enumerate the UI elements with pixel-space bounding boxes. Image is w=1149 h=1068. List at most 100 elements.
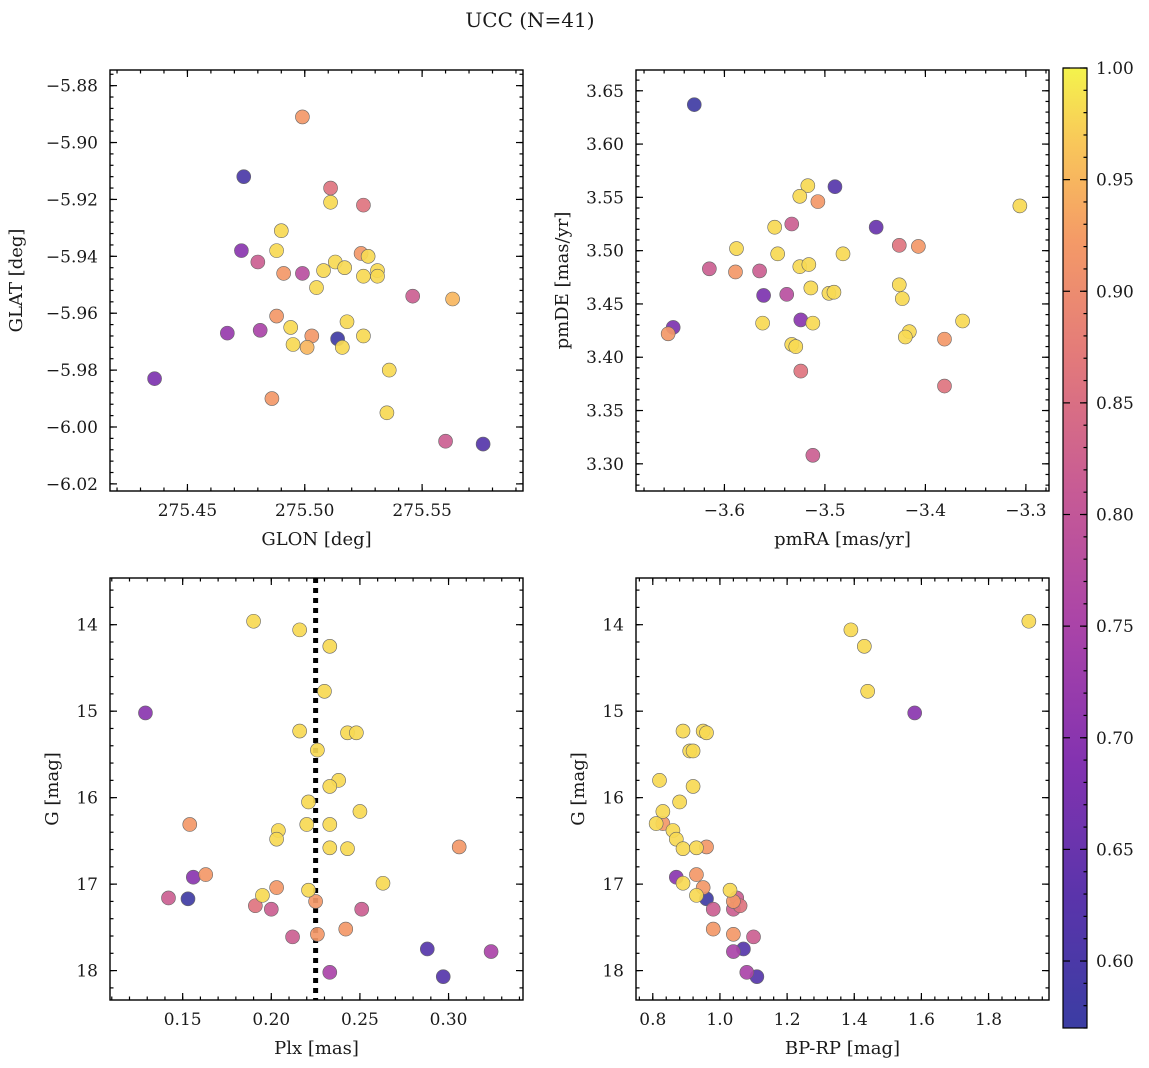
- y-axis-label: GLAT [deg]: [6, 229, 27, 333]
- scatter-point: [801, 257, 817, 272]
- scatter-point: [252, 322, 268, 338]
- figure-title: UCC (N=41): [465, 8, 594, 32]
- x-tick-label: 275.50: [275, 501, 334, 521]
- scatter-point: [340, 841, 355, 856]
- panel-glon-glat: 275.45 275.50 275.55 −6.02 −6.00 −5.98 −5.96 −5…: [6, 69, 524, 550]
- scatter-point: [335, 340, 350, 355]
- scatter-point: [310, 742, 325, 758]
- y-tick-label: 3.60: [586, 135, 624, 155]
- scatter-point: [147, 371, 162, 386]
- scatter-point: [475, 436, 491, 452]
- scatter-point: [689, 888, 704, 903]
- x-tick-label: 1.2: [774, 1010, 801, 1030]
- scatter-point: [672, 794, 687, 810]
- y-tick-label: 3.40: [586, 348, 624, 368]
- scatter-point: [779, 287, 795, 302]
- scatter-point: [705, 901, 721, 917]
- scatter-point: [728, 264, 743, 280]
- y-tick-label: −6.02: [46, 475, 98, 495]
- y-tick-label: 14: [76, 616, 98, 636]
- scatter-point: [907, 705, 922, 721]
- scatter-point: [1021, 613, 1037, 629]
- scatter-point: [726, 926, 741, 942]
- scatter-point: [767, 219, 782, 235]
- scatter-point: [803, 280, 819, 296]
- scatter-point: [793, 363, 809, 379]
- scatter-point: [381, 362, 397, 378]
- scatter-point: [250, 254, 266, 270]
- x-tick-label: −3.6: [704, 501, 745, 521]
- scatter-point: [269, 880, 284, 895]
- scatter-point: [805, 315, 821, 331]
- scatter-point: [483, 944, 499, 959]
- y-tick-label: 16: [602, 789, 624, 809]
- colorbar-tick-label: 0.80: [1096, 506, 1134, 526]
- x-tick-label: 0.8: [639, 1010, 666, 1030]
- scatter-point: [1012, 198, 1028, 214]
- colorbar-tick-label: 0.75: [1096, 617, 1134, 637]
- y-tick-label: 3.50: [586, 242, 624, 262]
- scatter-point: [180, 891, 196, 907]
- colorbar-tick-label: 0.65: [1096, 840, 1134, 860]
- scatter-point: [299, 340, 315, 355]
- scatter-point: [702, 261, 717, 277]
- scatter-point: [354, 901, 369, 917]
- y-tick-label: 3.65: [586, 82, 624, 102]
- scatter-point: [675, 841, 691, 856]
- x-tick-label: −3.5: [804, 501, 845, 521]
- colorbar: 0.60 0.65 0.70 0.75 0.80 0.85 0.90 0.95 1.00: [1062, 59, 1134, 1029]
- scatter-point: [292, 723, 307, 739]
- scatter-points: [138, 578, 499, 1000]
- x-axis-label: GLON [deg]: [261, 529, 371, 550]
- scatter-point: [898, 329, 913, 345]
- scatter-point: [937, 331, 952, 347]
- x-tick-label: 1.4: [841, 1010, 868, 1030]
- scatter-point: [379, 405, 395, 421]
- y-tick-label: 3.35: [586, 402, 624, 422]
- x-tick-label: 0.15: [164, 1010, 202, 1030]
- scatter-point: [220, 325, 235, 341]
- colorbar-tick-label: 0.60: [1096, 952, 1134, 972]
- scatter-point: [857, 639, 872, 654]
- scatter-point: [894, 291, 910, 306]
- scatter-point: [186, 869, 201, 885]
- scatter-point: [360, 249, 376, 264]
- scatter-point: [843, 622, 859, 638]
- scatter-point: [375, 875, 391, 891]
- scatter-point: [726, 944, 741, 959]
- scatter-point: [451, 839, 467, 855]
- scatter-point: [301, 794, 316, 810]
- scatter-point: [686, 97, 702, 112]
- scatter-point: [655, 804, 671, 819]
- scatter-point: [756, 288, 771, 303]
- scatter-point: [868, 219, 884, 235]
- scatter-point: [660, 326, 676, 342]
- x-tick-label: −3.3: [1005, 501, 1046, 521]
- scatter-point: [301, 882, 316, 898]
- y-tick-label: 3.55: [586, 188, 624, 208]
- scatter-point: [784, 216, 800, 232]
- scatter-point: [264, 901, 279, 917]
- scatter-points: [648, 613, 1037, 984]
- scatter-point: [283, 320, 298, 335]
- scatter-point: [322, 779, 338, 794]
- scatter-point: [685, 779, 701, 794]
- y-tick-label: 17: [602, 875, 624, 895]
- scatter-point: [138, 705, 153, 721]
- y-tick-label: 3.45: [586, 295, 624, 315]
- x-axis-label: BP-RP [mag]: [785, 1038, 900, 1059]
- scatter-point: [675, 723, 691, 739]
- scatter-point: [835, 246, 851, 262]
- y-tick-label: 18: [76, 962, 98, 982]
- scatter-point: [445, 291, 460, 307]
- scatter-points: [660, 97, 1028, 463]
- scatter-point: [826, 284, 842, 300]
- x-tick-label: 1.0: [706, 1010, 733, 1030]
- scatter-point: [322, 817, 338, 832]
- x-tick-label: 275.45: [158, 501, 217, 521]
- scatter-point: [800, 178, 816, 193]
- scatter-point: [285, 337, 301, 352]
- scatter-point: [792, 189, 808, 204]
- colorbar-tick-label: 0.90: [1096, 282, 1134, 302]
